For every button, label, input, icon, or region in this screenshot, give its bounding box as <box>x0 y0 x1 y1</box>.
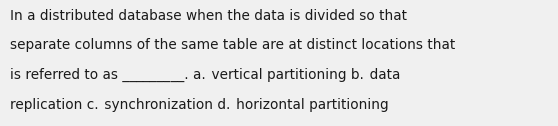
Text: is referred to as _________. a.  vertical partitioning b.  data: is referred to as _________. a. vertical… <box>10 68 401 82</box>
Text: replication c.  synchronization d.  horizontal partitioning: replication c. synchronization d. horizo… <box>10 98 389 112</box>
Text: In a distributed database when the data is divided so that: In a distributed database when the data … <box>10 9 407 23</box>
Text: separate columns of the same table are at distinct locations that: separate columns of the same table are a… <box>10 38 455 52</box>
